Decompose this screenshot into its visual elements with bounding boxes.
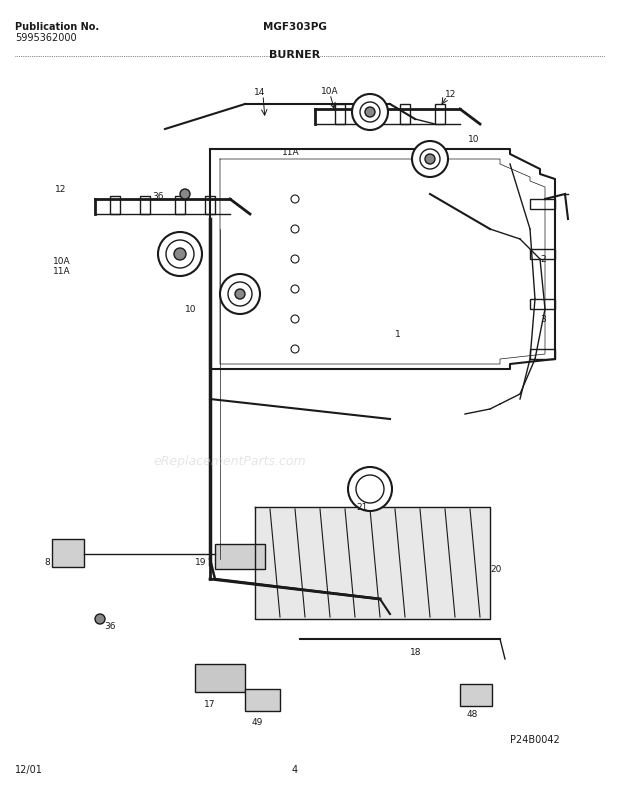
Bar bbox=[52, 539, 84, 567]
Circle shape bbox=[412, 142, 448, 178]
Circle shape bbox=[360, 103, 380, 123]
Text: 36: 36 bbox=[104, 622, 115, 630]
Circle shape bbox=[291, 196, 299, 204]
Bar bbox=[215, 545, 265, 569]
Bar bbox=[335, 105, 345, 125]
Circle shape bbox=[291, 346, 299, 354]
Bar bbox=[175, 196, 185, 215]
Text: 11A: 11A bbox=[282, 148, 299, 157]
Text: 20: 20 bbox=[490, 565, 502, 573]
Bar bbox=[530, 249, 555, 260]
Bar bbox=[460, 684, 492, 706]
Circle shape bbox=[174, 249, 186, 261]
Circle shape bbox=[356, 476, 384, 504]
Bar bbox=[365, 105, 375, 125]
Circle shape bbox=[291, 225, 299, 233]
Bar bbox=[530, 200, 555, 210]
Circle shape bbox=[348, 468, 392, 512]
Circle shape bbox=[420, 150, 440, 170]
Text: 11A: 11A bbox=[53, 267, 71, 276]
Text: MGF303PG: MGF303PG bbox=[263, 22, 327, 32]
Bar bbox=[530, 300, 555, 310]
Circle shape bbox=[220, 274, 260, 314]
Text: 36: 36 bbox=[152, 192, 164, 200]
Text: 12/01: 12/01 bbox=[15, 764, 43, 774]
Text: 8: 8 bbox=[44, 557, 50, 566]
Bar bbox=[205, 196, 215, 215]
Text: 48: 48 bbox=[466, 709, 477, 718]
Bar bbox=[140, 196, 150, 215]
Text: 14: 14 bbox=[254, 88, 266, 97]
Polygon shape bbox=[255, 508, 490, 619]
Circle shape bbox=[235, 290, 245, 300]
Text: 21: 21 bbox=[356, 502, 368, 512]
Circle shape bbox=[166, 241, 194, 269]
Text: 1: 1 bbox=[395, 330, 401, 338]
Bar bbox=[530, 350, 555, 359]
Bar bbox=[245, 689, 280, 711]
Circle shape bbox=[365, 107, 375, 118]
Circle shape bbox=[95, 614, 105, 624]
Text: 4: 4 bbox=[292, 764, 298, 774]
Text: 5995362000: 5995362000 bbox=[15, 33, 77, 43]
Text: 2: 2 bbox=[540, 255, 546, 264]
Text: eReplacementParts.com: eReplacementParts.com bbox=[154, 455, 306, 468]
Text: 10: 10 bbox=[185, 305, 197, 314]
Circle shape bbox=[291, 256, 299, 264]
Circle shape bbox=[180, 190, 190, 200]
Text: 12: 12 bbox=[445, 90, 456, 99]
Text: P24B0042: P24B0042 bbox=[510, 734, 560, 744]
Bar bbox=[400, 105, 410, 125]
Circle shape bbox=[291, 286, 299, 294]
Circle shape bbox=[352, 95, 388, 131]
Text: Publication No.: Publication No. bbox=[15, 22, 99, 32]
Bar bbox=[110, 196, 120, 215]
Text: 12: 12 bbox=[55, 184, 66, 194]
Text: 19: 19 bbox=[195, 557, 206, 566]
Text: 49: 49 bbox=[251, 717, 263, 726]
Circle shape bbox=[228, 282, 252, 306]
Text: 17: 17 bbox=[204, 699, 216, 708]
Circle shape bbox=[158, 233, 202, 277]
Text: 10A: 10A bbox=[321, 87, 339, 96]
Text: 10A: 10A bbox=[53, 257, 71, 265]
Circle shape bbox=[291, 316, 299, 323]
Text: 3: 3 bbox=[540, 314, 546, 323]
Bar bbox=[195, 664, 245, 692]
Text: 10: 10 bbox=[468, 135, 479, 144]
Text: BURNER: BURNER bbox=[269, 50, 321, 60]
Bar bbox=[435, 105, 445, 125]
Circle shape bbox=[425, 155, 435, 164]
Text: 18: 18 bbox=[410, 647, 422, 656]
